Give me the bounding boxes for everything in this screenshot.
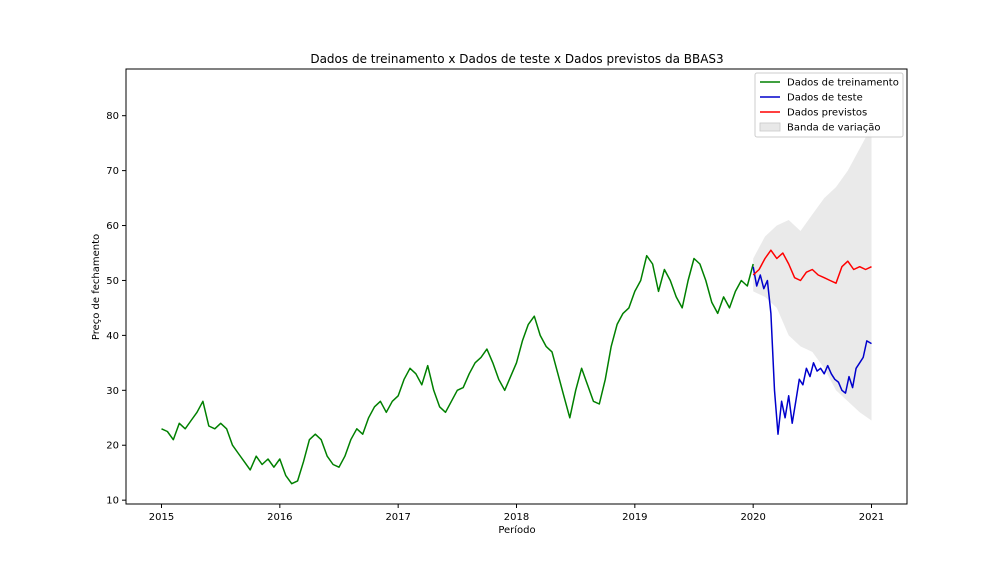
y-tick-label: 30	[106, 386, 119, 397]
y-tick-label: 60	[106, 221, 119, 232]
series-line-2	[752, 249, 872, 284]
x-axis-label: Período	[498, 524, 535, 536]
x-axis: 2015 2016 2017 2018 2019 2020 2021	[149, 504, 884, 523]
x-tick-label: 2018	[504, 512, 529, 523]
band-layer	[753, 126, 872, 421]
x-tick-label: 2020	[740, 512, 765, 523]
series-line-0	[161, 254, 754, 485]
variation-band	[753, 126, 872, 421]
y-tick-label: 20	[106, 441, 119, 452]
legend-label: Dados previstos	[787, 108, 867, 119]
y-tick-label: 70	[106, 166, 119, 177]
legend-label: Dados de treinamento	[787, 78, 899, 89]
legend-label: Dados de teste	[787, 93, 863, 104]
y-tick-label: 50	[106, 276, 119, 287]
y-axis: 10 20 30 40 50 60 70 80	[106, 111, 126, 507]
chart-title: Dados de treinamento x Dados de teste x …	[310, 52, 723, 66]
x-tick-label: 2015	[149, 512, 174, 523]
series-layer	[161, 249, 872, 485]
x-tick-label: 2019	[622, 512, 647, 523]
x-tick-label: 2016	[267, 512, 292, 523]
series-line-1	[752, 266, 872, 435]
legend-label: Banda de variação	[787, 123, 880, 134]
legend-frame	[754, 72, 904, 138]
y-tick-label: 10	[106, 496, 119, 507]
legend-swatch	[759, 122, 781, 132]
y-tick-label: 40	[106, 331, 119, 342]
y-axis-label: Preço de fechamento	[91, 234, 102, 340]
y-tick-label: 80	[106, 111, 119, 122]
x-tick-label: 2017	[385, 512, 410, 523]
legend: Dados de treinamento Dados de teste Dados …	[754, 72, 904, 138]
x-tick-label: 2021	[859, 512, 884, 523]
